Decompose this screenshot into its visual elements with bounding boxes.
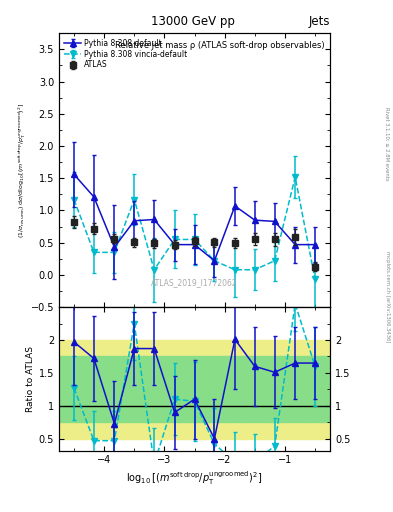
Text: 13000 GeV pp: 13000 GeV pp — [151, 14, 235, 28]
Text: Relative jet mass ρ (ATLAS soft-drop observables): Relative jet mass ρ (ATLAS soft-drop obs… — [115, 41, 325, 51]
Text: mcplots.cern.ch [arXiv:1306.3436]: mcplots.cern.ch [arXiv:1306.3436] — [385, 251, 389, 343]
Legend: Pythia 8.308 default, Pythia 8.308 vincia-default, ATLAS: Pythia 8.308 default, Pythia 8.308 vinci… — [61, 35, 191, 73]
Text: ATLAS_2019_I1772062: ATLAS_2019_I1772062 — [151, 278, 238, 287]
Y-axis label: $(1/\sigma_\mathrm{resumn})\ \mathrm{d}\sigma/\mathrm{d}\log_{10}[(m^{\mathrm{so: $(1/\sigma_\mathrm{resumn})\ \mathrm{d}\… — [17, 102, 28, 238]
Text: Jets: Jets — [309, 14, 330, 28]
X-axis label: $\log_{10}[(m^{\mathrm{soft\,drop}}/p_\mathrm{T}^{\mathrm{ungroomed}})^2]$: $\log_{10}[(m^{\mathrm{soft\,drop}}/p_\m… — [127, 470, 263, 487]
Text: Rivet 3.1.10; ≥ 2.8M events: Rivet 3.1.10; ≥ 2.8M events — [385, 106, 389, 180]
Y-axis label: Ratio to ATLAS: Ratio to ATLAS — [26, 346, 35, 412]
